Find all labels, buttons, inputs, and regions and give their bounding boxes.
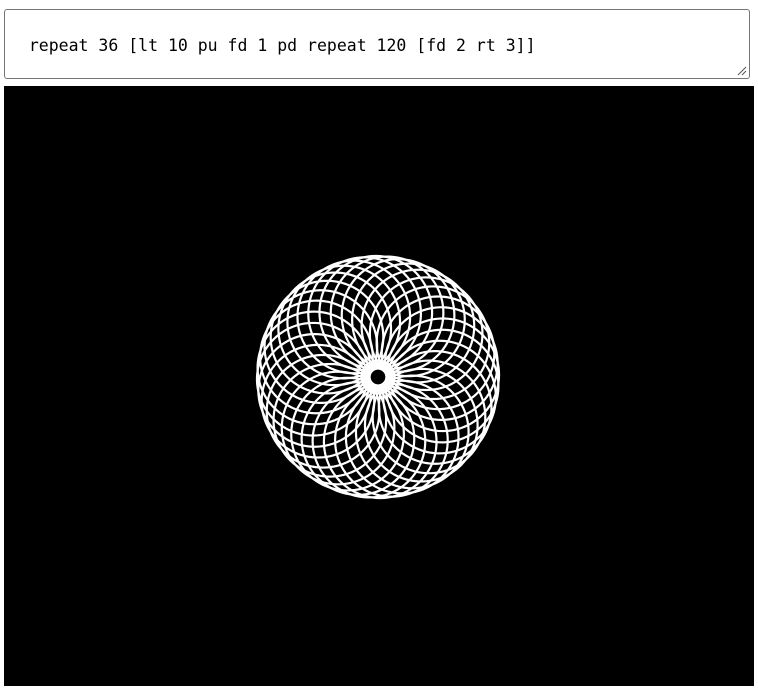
turtle-circle-stroke [255, 321, 371, 437]
turtle-circle-stroke [259, 299, 374, 415]
turtle-circle-stroke [383, 306, 499, 421]
turtle-circle-stroke [256, 310, 372, 426]
turtle-circle-stroke [300, 381, 416, 496]
turtle-circle-stroke [340, 258, 456, 373]
turtle-circle-stroke [368, 276, 484, 392]
turtle-circle-stroke [377, 350, 493, 465]
turtle-circle-stroke [382, 339, 497, 455]
turtle-canvas [4, 86, 754, 686]
turtle-circle-stroke [384, 328, 500, 444]
turtle-circle-stroke [290, 376, 405, 492]
resize-grip-icon[interactable] [735, 64, 747, 76]
turtle-circle-stroke [277, 271, 393, 387]
turtle-circle-stroke [286, 264, 402, 380]
turtle-circle-stroke [311, 383, 427, 499]
turtle-circle-stroke [263, 289, 379, 404]
turtle-circle-stroke [280, 370, 396, 486]
turtle-circle-stroke [334, 382, 449, 498]
code-text: repeat 36 [lt 10 pu fd 1 pd repeat 120 [… [28, 36, 536, 55]
turtle-circle-stroke [265, 353, 381, 469]
turtle-circle-stroke [318, 254, 434, 370]
turtle-circle-stroke [257, 333, 373, 448]
turtle-circle-stroke [269, 279, 385, 395]
code-input[interactable]: repeat 36 [lt 10 pu fd 1 pd repeat 120 [… [4, 9, 750, 79]
turtle-circle-stroke [296, 259, 412, 375]
turtle-drawing [255, 254, 501, 500]
turtle-circle-stroke [322, 384, 438, 500]
turtle-circle-stroke [354, 374, 470, 490]
turtle-circle-stroke [307, 256, 422, 372]
turtle-circle-stroke [272, 362, 388, 478]
turtle-circle-stroke [329, 255, 445, 371]
turtle-circle-stroke [344, 379, 460, 495]
turtle-circle-stroke [360, 268, 476, 384]
turtle-circle-stroke [375, 285, 491, 401]
turtle-circle-stroke [385, 317, 501, 433]
turtle-circle-stroke [260, 343, 376, 459]
turtle-circle-stroke [371, 359, 487, 475]
turtle-circle-stroke [363, 367, 479, 483]
turtle-circle-stroke [351, 262, 466, 378]
turtle-circle-stroke [380, 295, 496, 411]
